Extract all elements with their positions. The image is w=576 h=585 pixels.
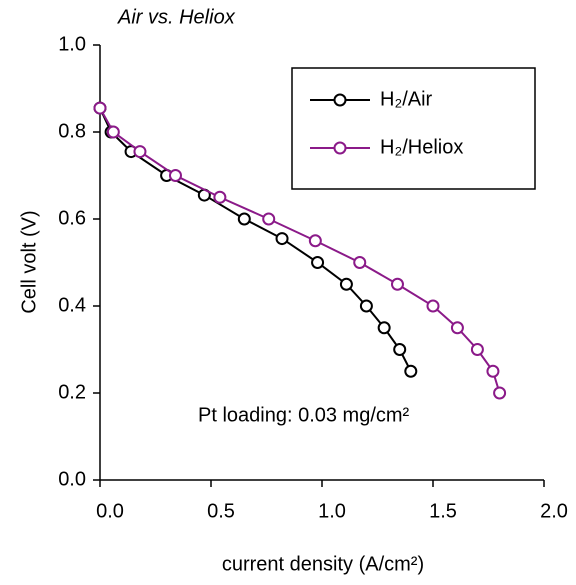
data-point [308, 234, 322, 248]
legend-label: H₂/Heliox [380, 136, 463, 158]
data-point [393, 343, 407, 356]
data-point [470, 343, 484, 356]
legend-label: H₂/Air [380, 88, 433, 110]
y-tick-label: 0.4 [58, 294, 86, 316]
data-point [359, 299, 373, 313]
legend-marker [333, 141, 347, 155]
y-tick-label: 0.2 [58, 381, 86, 403]
data-point [377, 321, 391, 335]
y-tick-label: 0.6 [58, 207, 86, 229]
x-tick-label: 1.0 [318, 500, 346, 522]
data-point [275, 232, 289, 246]
y-tick-label: 0.0 [58, 468, 86, 490]
legend-box [291, 67, 536, 190]
data-point [390, 277, 404, 291]
data-point [404, 364, 418, 378]
data-point [168, 169, 182, 182]
x-axis-label: current density (A/cm²) [222, 553, 424, 575]
data-point [353, 256, 367, 269]
x-tick-label: 0.5 [207, 500, 235, 522]
data-point [133, 145, 147, 159]
data-point [339, 277, 353, 291]
data-point [262, 212, 276, 226]
data-point [237, 212, 251, 226]
x-tick-label: 2.0 [540, 500, 568, 522]
data-point [106, 125, 120, 139]
y-axis-label: Cell volt (V) [18, 210, 40, 313]
data-point [311, 256, 325, 269]
data-point [450, 321, 464, 335]
data-point [493, 386, 507, 400]
data-point [93, 101, 107, 115]
chart-title: Air vs. Heliox [117, 6, 236, 28]
y-tick-label: 1.0 [58, 33, 86, 55]
annotation: Pt loading: 0.03 mg/cm² [198, 404, 410, 426]
data-point [213, 190, 227, 204]
data-point [486, 364, 500, 378]
data-point [426, 299, 440, 313]
x-tick-label: 0.0 [96, 500, 124, 522]
legend-marker [333, 93, 347, 107]
x-tick-label: 1.5 [429, 500, 457, 522]
y-tick-label: 0.8 [58, 120, 86, 142]
